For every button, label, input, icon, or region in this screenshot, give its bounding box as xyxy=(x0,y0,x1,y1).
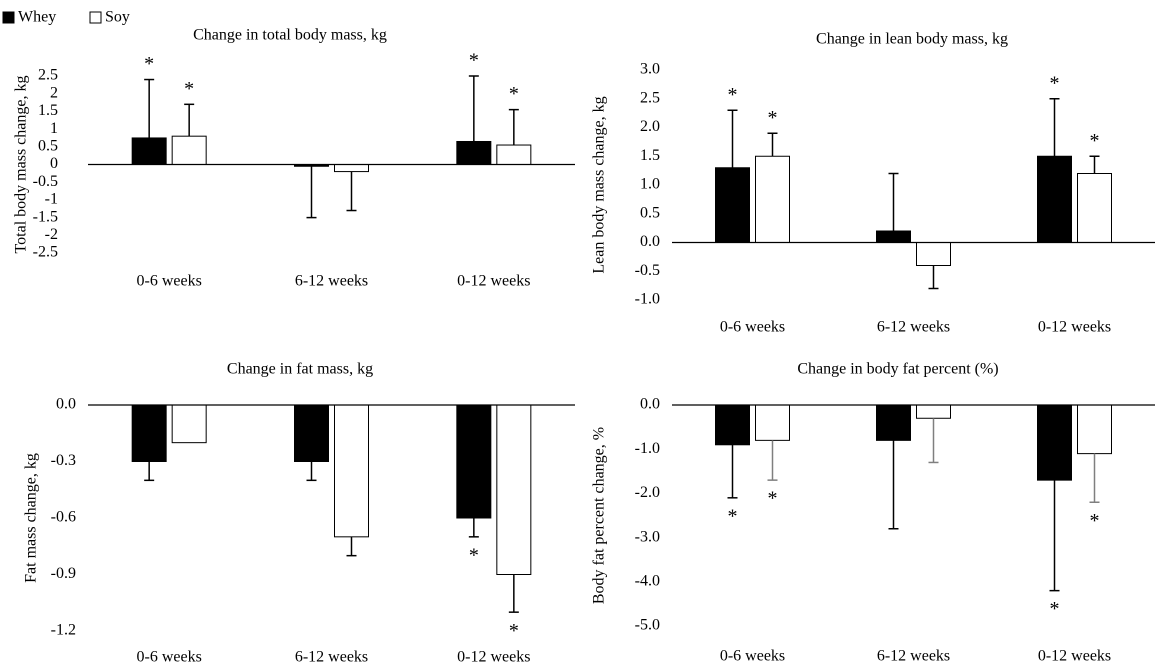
significance-mark: * xyxy=(1050,598,1060,620)
chart-title: Change in total body mass, kg xyxy=(193,27,387,44)
x-tick-label: 0-12 weeks xyxy=(1038,648,1111,665)
bar xyxy=(715,404,750,446)
x-tick-label: 0-6 weeks xyxy=(720,319,785,336)
y-tick-label: 0 xyxy=(50,155,58,172)
y-tick-label: 2.5 xyxy=(640,89,660,106)
y-tick-label: -1.0 xyxy=(635,291,660,308)
bar xyxy=(131,404,167,462)
y-tick-label: -1.0 xyxy=(635,440,660,457)
significance-mark: * xyxy=(1090,130,1100,152)
x-tick-label: 0-12 weeks xyxy=(457,649,530,666)
y-tick-label: -2 xyxy=(45,226,58,243)
y-tick-label: -5.0 xyxy=(635,617,660,634)
bar xyxy=(755,404,790,441)
y-tick-label: -0.6 xyxy=(51,509,76,526)
y-axis-label: Lean body mass change, kg xyxy=(591,96,608,273)
y-tick-label: -0.3 xyxy=(51,452,76,469)
y-tick-label: 0.5 xyxy=(640,204,660,221)
y-tick-label: 0.0 xyxy=(640,396,660,413)
bar xyxy=(1077,404,1112,455)
y-tick-label: -2.5 xyxy=(33,244,58,261)
significance-mark: * xyxy=(469,50,479,72)
significance-mark: * xyxy=(469,544,479,566)
y-tick-label: 0.0 xyxy=(56,396,76,413)
y-tick-label: -1.5 xyxy=(33,208,58,225)
x-tick-label: 0-6 weeks xyxy=(137,649,202,666)
bar xyxy=(171,404,207,444)
bar xyxy=(456,140,492,166)
bar xyxy=(334,164,369,173)
bar xyxy=(456,404,492,519)
legend-swatch xyxy=(2,11,15,24)
significance-mark: * xyxy=(1050,72,1060,94)
y-tick-label: -0.9 xyxy=(51,565,76,582)
significance-mark: * xyxy=(768,488,778,510)
chart-title: Change in lean body mass, kg xyxy=(816,31,1008,48)
y-tick-label: -3.0 xyxy=(635,528,660,545)
bar xyxy=(334,404,369,538)
significance-mark: * xyxy=(728,505,738,527)
y-tick-label: 2.5 xyxy=(38,67,58,84)
bar xyxy=(496,404,532,575)
chart-title: Change in fat mass, kg xyxy=(227,361,373,378)
significance-mark: * xyxy=(1090,510,1100,532)
y-tick-label: 1.5 xyxy=(640,147,660,164)
bar xyxy=(715,167,750,243)
chart-title: Change in body fat percent (%) xyxy=(797,361,998,378)
legend-swatch xyxy=(89,11,102,24)
y-tick-label: 0.5 xyxy=(38,137,58,154)
legend-label: Soy xyxy=(105,9,130,26)
bar xyxy=(876,230,911,243)
x-tick-label: 6-12 weeks xyxy=(295,649,368,666)
y-tick-label: -1.2 xyxy=(51,622,76,639)
bar xyxy=(294,404,329,462)
x-tick-label: 0-12 weeks xyxy=(457,273,530,290)
y-tick-label: 0.0 xyxy=(640,233,660,250)
bar xyxy=(1077,173,1112,243)
y-axis-label: Body fat percent change, % xyxy=(591,427,608,604)
bar xyxy=(916,404,951,419)
x-tick-label: 6-12 weeks xyxy=(877,319,950,336)
y-axis-label: Fat mass change, kg xyxy=(23,453,40,583)
significance-mark: * xyxy=(144,53,154,75)
significance-mark: * xyxy=(768,107,778,129)
y-tick-label: -2.0 xyxy=(635,484,660,501)
legend-label: Whey xyxy=(18,9,56,26)
bar xyxy=(876,404,911,441)
y-tick-label: 1.5 xyxy=(38,102,58,119)
bar xyxy=(131,137,167,165)
x-tick-label: 0-12 weeks xyxy=(1038,319,1111,336)
y-tick-label: 1 xyxy=(50,120,58,137)
y-tick-label: 3.0 xyxy=(640,61,660,78)
significance-mark: * xyxy=(509,620,519,642)
y-tick-label: 1.0 xyxy=(640,176,660,193)
bar xyxy=(755,155,790,243)
bar xyxy=(916,242,951,266)
x-tick-label: 0-6 weeks xyxy=(720,648,785,665)
y-tick-label: -0.5 xyxy=(635,262,660,279)
significance-mark: * xyxy=(184,78,194,100)
bar xyxy=(1037,404,1072,481)
significance-mark: * xyxy=(509,83,519,105)
y-tick-label: 2.0 xyxy=(640,118,660,135)
bar xyxy=(1037,155,1072,243)
y-axis-label: Total body mass change, kg xyxy=(13,76,30,254)
x-tick-label: 0-6 weeks xyxy=(137,273,202,290)
x-tick-label: 6-12 weeks xyxy=(295,273,368,290)
significance-mark: * xyxy=(728,84,738,106)
y-tick-label: -0.5 xyxy=(33,173,58,190)
bar xyxy=(496,144,532,165)
bar xyxy=(171,135,207,165)
y-tick-label: -4.0 xyxy=(635,572,660,589)
y-tick-label: 2 xyxy=(50,84,58,101)
y-tick-label: -1 xyxy=(45,191,58,208)
x-tick-label: 6-12 weeks xyxy=(877,648,950,665)
